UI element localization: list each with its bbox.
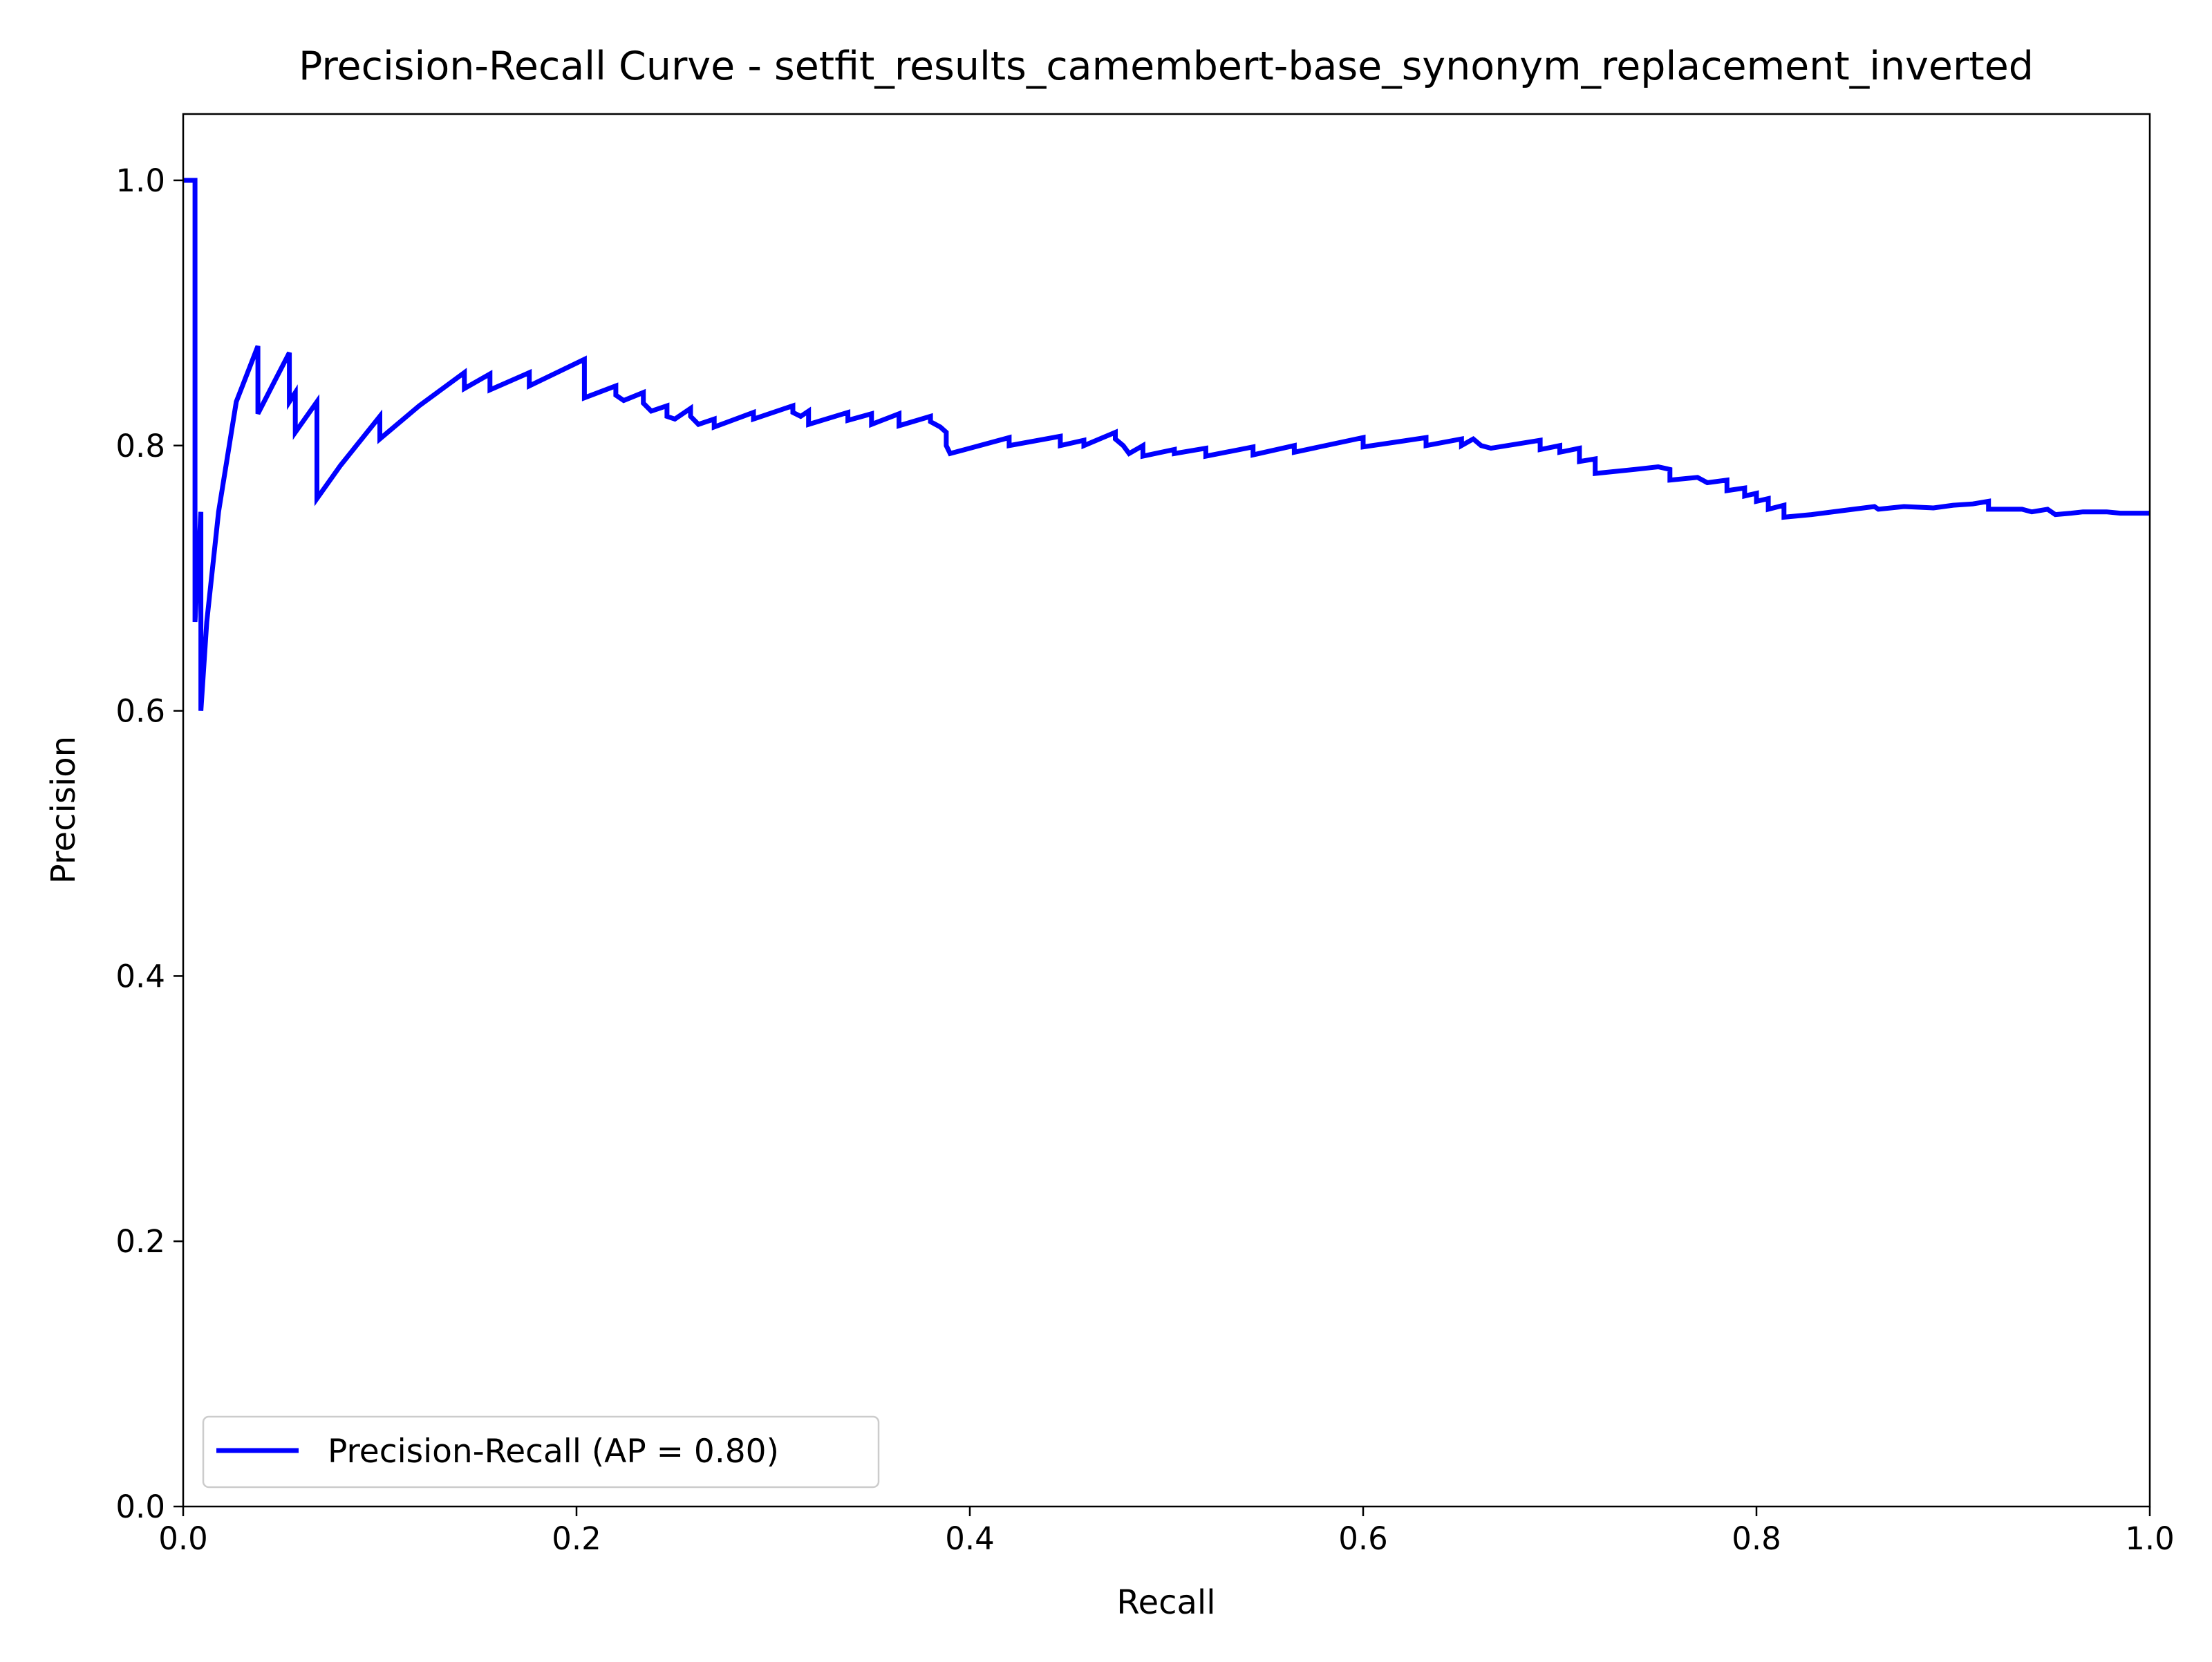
legend-box — [202, 1415, 880, 1489]
x-tick-label: 0.2 — [552, 1520, 601, 1557]
y-tick-label: 0.6 — [115, 693, 165, 730]
x-axis-label: Recall — [1116, 1583, 1215, 1622]
y-tick-label: 1.0 — [115, 162, 165, 199]
legend-entry-precision-recall: Precision-Recall (AP = 0.80) — [328, 1433, 779, 1471]
plot-area — [183, 114, 2150, 1507]
chart-title: Precision-Recall Curve - setfit_results_… — [299, 44, 2034, 89]
y-axis-ticks: 0.0 0.2 0.4 0.6 0.8 1.0 — [115, 162, 183, 1525]
y-axis-label: Precision — [44, 736, 83, 884]
x-tick-label: 1.0 — [2125, 1520, 2175, 1557]
x-tick-label: 0.4 — [945, 1520, 995, 1557]
axes-frame — [182, 113, 2151, 1508]
y-tick-label: 0.2 — [115, 1223, 165, 1260]
series-line-precision-recall — [183, 178, 2150, 711]
plot-clip-group — [183, 178, 2150, 711]
x-axis-ticks: 0.0 0.2 0.4 0.6 0.8 1.0 — [158, 1507, 2175, 1557]
y-tick-label: 0.4 — [115, 958, 165, 994]
x-tick-label: 0.0 — [158, 1520, 208, 1557]
x-tick-label: 0.6 — [1338, 1520, 1388, 1557]
x-tick-label: 0.8 — [1732, 1520, 1781, 1557]
legend: Precision-Recall (AP = 0.80) — [202, 1415, 880, 1489]
y-tick-label: 0.0 — [115, 1489, 165, 1525]
y-tick-label: 0.8 — [115, 428, 165, 464]
